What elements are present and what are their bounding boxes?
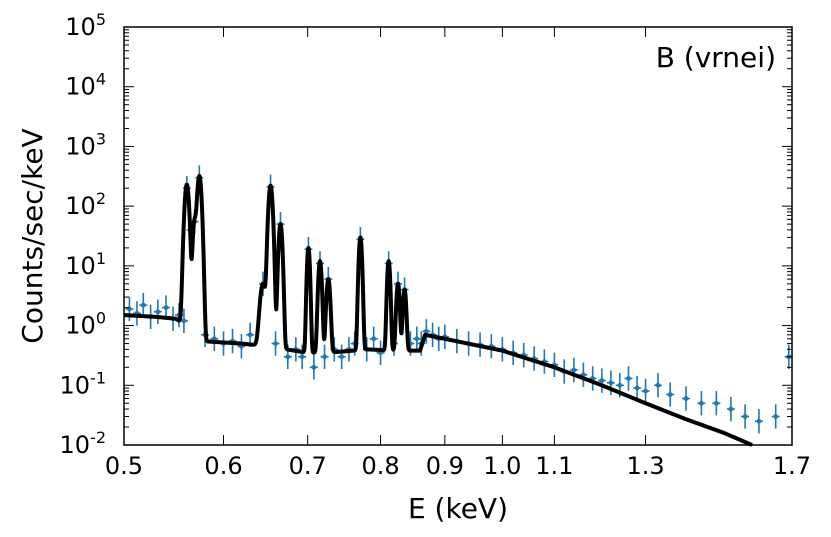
data-point-70 [654, 373, 663, 398]
y-tick-label-3: 101 [65, 249, 106, 280]
data-point-25 [298, 344, 307, 369]
model-line [122, 173, 754, 447]
data-point-71 [666, 382, 675, 407]
y-tick-label-4: 102 [65, 189, 106, 220]
y-axis-label: Counts/sec/keV [16, 128, 49, 343]
model-curve [122, 173, 754, 447]
x-tick-label-3: 0.8 [361, 452, 399, 480]
data-point-29 [320, 344, 329, 369]
data-point-77 [754, 409, 763, 434]
x-tick-label-1: 0.6 [204, 452, 242, 480]
data-point-68 [633, 375, 642, 401]
data-point-21 [271, 331, 280, 356]
x-tick-label-4: 0.9 [426, 452, 464, 480]
data-points [125, 165, 793, 434]
data-point-44 [412, 326, 421, 352]
data-point-64 [597, 368, 606, 393]
x-tick-label-5: 1.0 [483, 452, 521, 480]
data-point-74 [712, 391, 721, 416]
data-point-63 [588, 366, 597, 391]
x-tick-label-0: 0.5 [105, 452, 143, 480]
data-point-2 [139, 292, 148, 318]
y-tick-label-1: 10-1 [60, 368, 107, 399]
data-point-4 [153, 299, 162, 324]
axis-ticks [123, 26, 793, 446]
x-axis-label: E (keV) [408, 492, 508, 525]
y-tick-label-0: 10-2 [60, 428, 107, 459]
data-point-72 [682, 386, 691, 411]
x-tick-label-6: 1.1 [535, 452, 573, 480]
data-point-69 [641, 378, 650, 404]
data-point-78 [771, 404, 780, 429]
data-point-61 [569, 357, 578, 383]
y-tick-label-7: 105 [65, 10, 106, 41]
plot-frame [123, 26, 793, 446]
data-point-5 [162, 295, 171, 320]
x-tick-labels: 0.5 0.6 0.7 0.8 0.9 1.0 1.1 1.3 1.7 [105, 452, 811, 480]
y-tick-label-2: 100 [65, 309, 106, 340]
y-tick-labels: 10-2 10-1 100 101 102 103 104 105 [60, 10, 107, 459]
data-point-14 [210, 326, 219, 352]
data-point-75 [726, 396, 735, 422]
data-point-27 [309, 355, 318, 380]
data-point-73 [697, 391, 706, 416]
panel-annotation: B (vrnei) [656, 41, 776, 74]
x-tick-label-2: 0.7 [289, 452, 327, 480]
data-point-1 [132, 301, 141, 326]
data-point-46 [422, 319, 431, 344]
data-point-32 [337, 344, 346, 369]
data-point-76 [741, 404, 750, 429]
y-tick-label-5: 103 [65, 129, 106, 160]
x-tick-label-8: 1.7 [773, 452, 811, 480]
data-point-37 [369, 326, 378, 352]
data-point-67 [624, 366, 633, 391]
x-tick-label-7: 1.3 [626, 452, 664, 480]
data-point-17 [237, 334, 246, 359]
data-point-62 [579, 362, 588, 387]
y-tick-label-6: 104 [65, 70, 106, 101]
